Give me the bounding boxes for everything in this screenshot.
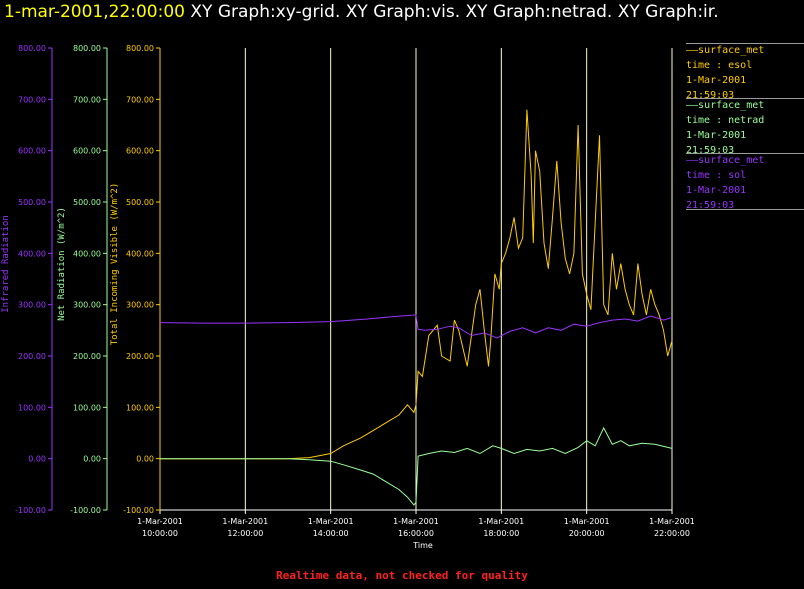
- graph-name-netrad[interactable]: XY Graph:netrad.: [465, 2, 613, 22]
- y-tick-label: 0.00: [136, 455, 154, 464]
- y-tick-label: 100.00: [18, 403, 46, 412]
- graph-name-xy-grid[interactable]: XY Graph:xy-grid.: [190, 2, 341, 22]
- x-tick-label: 16:00:00: [398, 529, 434, 538]
- y-tick-label: 0.00: [28, 455, 46, 464]
- legend-entry-netrad: ——surface_met time : netrad 1-Mar-2001 2…: [686, 98, 804, 158]
- y-tick-label: 500.00: [126, 198, 154, 207]
- y-tick-label: 200.00: [126, 352, 154, 361]
- y-tick-label: -100.00: [70, 506, 101, 515]
- y-axis-label-ir: Infrared Radiation: [1, 215, 11, 313]
- legend-source: surface_met: [698, 155, 765, 166]
- legend-entry-ir: ——surface_met time : sol 1-Mar-2001 21:5…: [686, 153, 804, 213]
- y-tick-label: 100.00: [126, 403, 154, 412]
- legend-date: 1-Mar-2001: [686, 185, 747, 196]
- legend-separator: [686, 153, 804, 154]
- legend-swatch: ——: [686, 45, 699, 56]
- x-axis-label: Time: [412, 541, 433, 550]
- x-tick-label: 1-Mar-2001: [478, 517, 524, 526]
- x-tick-label: 1-Mar-2001: [393, 517, 439, 526]
- x-tick-label: 18:00:00: [483, 529, 519, 538]
- x-tick-label: 12:00:00: [227, 529, 263, 538]
- legend-separator: [686, 98, 804, 99]
- legend-time: 21:59:03: [686, 90, 735, 101]
- legend-date: 1-Mar-2001: [686, 130, 747, 141]
- x-tick-label: 14:00:00: [313, 529, 349, 538]
- x-tick-label: 1-Mar-2001: [308, 517, 354, 526]
- x-tick-label: 22:00:00: [654, 529, 690, 538]
- y-tick-label: 600.00: [126, 147, 154, 156]
- x-tick-label: 20:00:00: [569, 529, 605, 538]
- y-axis-label-netrad: Net Radiation (W/m^2): [57, 207, 67, 321]
- y-tick-label: 700.00: [18, 95, 46, 104]
- legend-swatch: ——: [686, 100, 699, 111]
- legend-variable: time : netrad: [686, 115, 765, 126]
- y-tick-label: 800.00: [18, 44, 46, 53]
- y-tick-label: -100.00: [15, 506, 46, 515]
- y-tick-label: 300.00: [18, 301, 46, 310]
- y-tick-label: 700.00: [73, 95, 101, 104]
- legend-separator: [686, 43, 804, 44]
- series-line-netrad: [160, 426, 673, 506]
- x-tick-label: 1-Mar-2001: [564, 517, 610, 526]
- legend-variable: time : sol: [686, 170, 747, 181]
- timestamp: 1-mar-2001,22:00:00: [4, 2, 185, 22]
- y-tick-label: 400.00: [18, 249, 46, 258]
- y-tick-label: 600.00: [18, 147, 46, 156]
- legend-time: 21:59:03: [686, 145, 735, 156]
- y-tick-label: 300.00: [73, 301, 101, 310]
- y-tick-label: 800.00: [73, 44, 101, 53]
- y-tick-label: 100.00: [73, 403, 101, 412]
- x-tick-label: 1-Mar-2001: [649, 517, 695, 526]
- y-tick-label: 400.00: [73, 249, 101, 258]
- x-tick-label: 10:00:00: [142, 529, 178, 538]
- graph-name-ir[interactable]: XY Graph:ir.: [617, 2, 719, 22]
- y-tick-label: 600.00: [73, 147, 101, 156]
- x-tick-label: 1-Mar-2001: [222, 517, 268, 526]
- series-line-visible: [160, 109, 673, 460]
- legend-time: 21:59:03: [686, 200, 735, 211]
- legend-entry-visible: ——surface_met time : esol 1-Mar-2001 21:…: [686, 43, 804, 103]
- legend-source: surface_met: [698, 100, 765, 111]
- legend-source: surface_met: [698, 45, 765, 56]
- legend-separator: [686, 209, 804, 210]
- y-tick-label: 300.00: [126, 301, 154, 310]
- series-line-ir: [159, 314, 673, 339]
- y-tick-label: 500.00: [18, 198, 46, 207]
- y-tick-label: 400.00: [126, 249, 154, 258]
- y-tick-label: 200.00: [18, 352, 46, 361]
- title-bar: 1-mar-2001,22:00:00 XY Graph:xy-grid. XY…: [4, 0, 719, 26]
- graph-name-vis[interactable]: XY Graph:vis.: [345, 2, 461, 22]
- y-tick-label: -100.00: [123, 506, 154, 515]
- y-tick-label: 500.00: [73, 198, 101, 207]
- quality-disclaimer: Realtime data, not checked for quality: [276, 569, 528, 582]
- legend-variable: time : esol: [686, 60, 753, 71]
- x-tick-label: 1-Mar-2001: [137, 517, 183, 526]
- y-tick-label: 0.00: [83, 455, 101, 464]
- y-tick-label: 200.00: [73, 352, 101, 361]
- y-tick-label: 800.00: [126, 44, 154, 53]
- y-axis-label-visible: Total Incoming Visible (W/m^2): [110, 183, 120, 346]
- legend-swatch: ——: [686, 155, 699, 166]
- legend-date: 1-Mar-2001: [686, 75, 747, 86]
- y-tick-label: 700.00: [126, 95, 154, 104]
